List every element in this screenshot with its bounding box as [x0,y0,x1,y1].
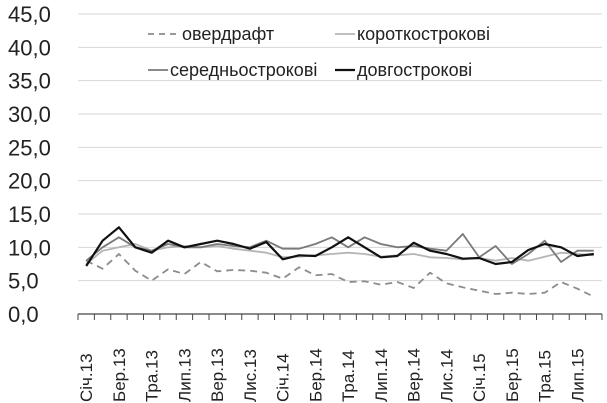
x-tick-label: Вер.13 [208,348,227,402]
x-tick-label: Лис.14 [437,349,456,402]
legend-label: довгострокові [357,60,472,80]
x-tick-label: Тра.15 [536,350,555,402]
series-lines [85,226,595,298]
series-line-4 [85,226,594,267]
x-tick-label: Вер.14 [405,348,424,402]
y-tick-label: 30,0 [8,102,51,127]
x-tick-label: Тра.13 [143,350,162,402]
x-tick-label: Січ.15 [470,353,489,402]
x-tick-label: Січ.14 [274,353,293,402]
gridlines [78,13,602,315]
x-tick-label: Бер.15 [503,348,522,402]
legend-label: середньострокові [170,60,317,80]
y-tick-label: 40,0 [8,35,51,60]
y-tick-label: 15,0 [8,202,51,227]
x-tick-label: Січ.13 [77,353,96,402]
y-tick-label: 20,0 [8,169,51,194]
y-tick-label: 35,0 [8,69,51,94]
y-tick-label: 5,0 [8,269,39,294]
x-tick-label: Лип.13 [175,348,194,402]
legend-label: овердрафт [182,24,274,44]
x-tick-label: Тра.14 [339,350,358,402]
x-axis-ticks: Січ.13 Бер.13 Тра.13 Лип.13 Вер.13 Лис.13 Січ.… [77,314,603,402]
x-tick-label: Бер.14 [306,348,325,402]
y-tick-label: 25,0 [8,135,51,160]
legend-label: короткострокові [357,24,490,44]
x-tick-label: Лип.15 [568,348,587,402]
x-tick-label: Лис.13 [241,349,260,402]
x-tick-label: Лип.14 [372,348,391,402]
series-line-2 [85,243,594,265]
y-tick-label: 45,0 [8,2,51,27]
legend: овердрафт короткострокові середньострокові… [148,24,490,80]
series-line-1 [85,253,595,298]
y-tick-label: 0,0 [8,302,39,327]
y-axis-ticks: 0,0 5,0 10,0 15,0 20,0 25,0 30,0 35,0 40,0 45,0 [8,2,51,327]
y-tick-label: 10,0 [8,235,51,260]
x-tick-label: Бер.13 [110,348,129,402]
